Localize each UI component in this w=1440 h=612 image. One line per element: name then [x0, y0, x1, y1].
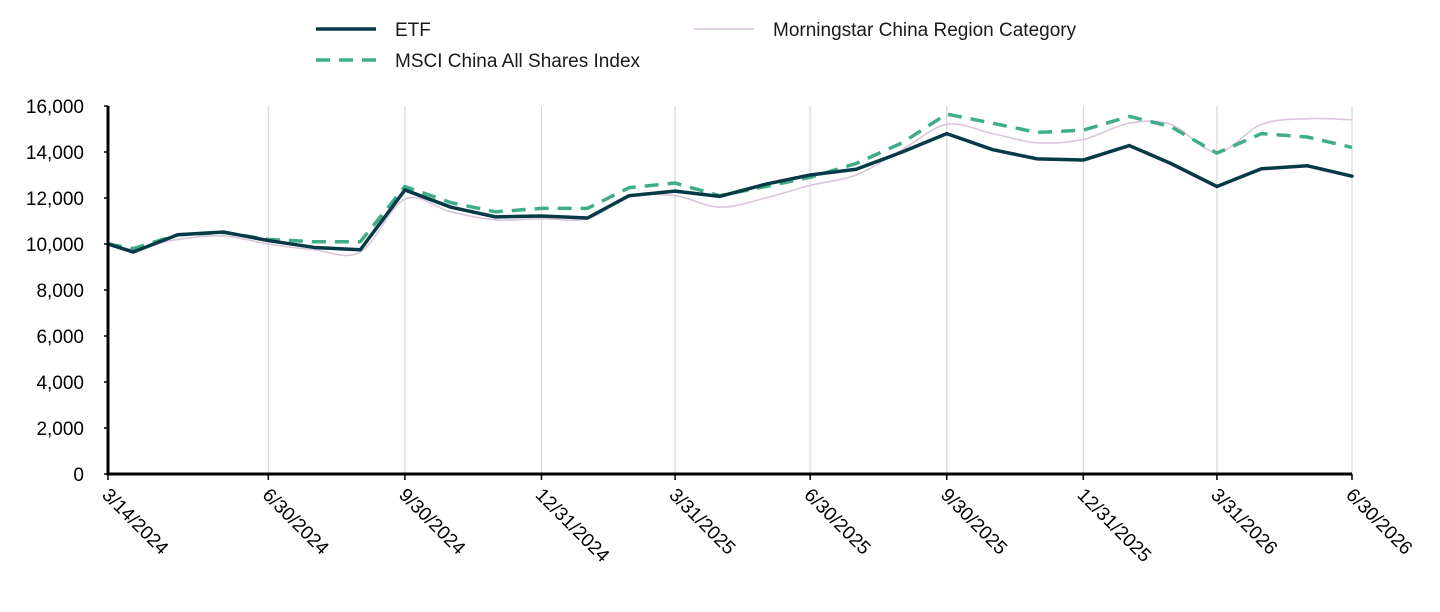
y-tick-label: 2,000: [36, 419, 84, 440]
x-tick-label: 3/31/2026: [1206, 485, 1281, 560]
legend-item-msci-china-all-shares-index: MSCI China All Shares Index: [316, 51, 641, 72]
y-tick-label: 12,000: [26, 189, 84, 210]
y-axis-ticks: 0 2,000 4,000 6,000 8,000 10,000 12,000 14,000 1…: [26, 97, 108, 486]
y-tick-label: 8,000: [36, 281, 84, 302]
x-tick-label: 6/30/2025: [800, 485, 875, 560]
x-tick-label: 6/30/2024: [258, 485, 333, 560]
x-tick-label: 12/31/2024: [531, 485, 613, 567]
y-tick-label: 6,000: [36, 327, 84, 348]
series-line-etf: [106, 131, 1354, 254]
y-tick-label: 10,000: [26, 235, 84, 256]
legend-label: MSCI China All Shares Index: [395, 51, 641, 72]
x-tick-label: 3/31/2025: [665, 485, 740, 560]
x-tick-label: 6/30/2026: [1341, 485, 1416, 560]
x-tick-label: 9/30/2025: [936, 485, 1011, 560]
x-tick-label: 12/31/2025: [1073, 485, 1155, 567]
x-axis-ticks: 3/14/2024 6/30/2024 9/30/2024 12/31/2024 3/3…: [97, 474, 1416, 567]
x-tick-label: 9/30/2024: [394, 485, 469, 560]
series-line-morningstar-china-region-category: [107, 117, 1353, 257]
legend-label: Morningstar China Region Category: [773, 20, 1077, 41]
legend-label: ETF: [395, 20, 431, 41]
x-tick-label: 3/14/2024: [97, 485, 172, 560]
gridlines: [267, 106, 1353, 474]
legend-item-morningstar-china-region-category: Morningstar China Region Category: [694, 20, 1077, 41]
legend-item-etf: ETF: [316, 20, 431, 41]
legend: ETF MSCI China All Shares Index Morningsta…: [316, 20, 1077, 72]
series-layer: [106, 112, 1354, 257]
y-tick-label: 14,000: [26, 143, 84, 164]
series-line-msci-china-all-shares-index: [107, 112, 1353, 251]
y-tick-label: 0: [73, 465, 84, 486]
y-tick-label: 4,000: [36, 373, 84, 394]
y-tick-label: 16,000: [26, 97, 84, 118]
